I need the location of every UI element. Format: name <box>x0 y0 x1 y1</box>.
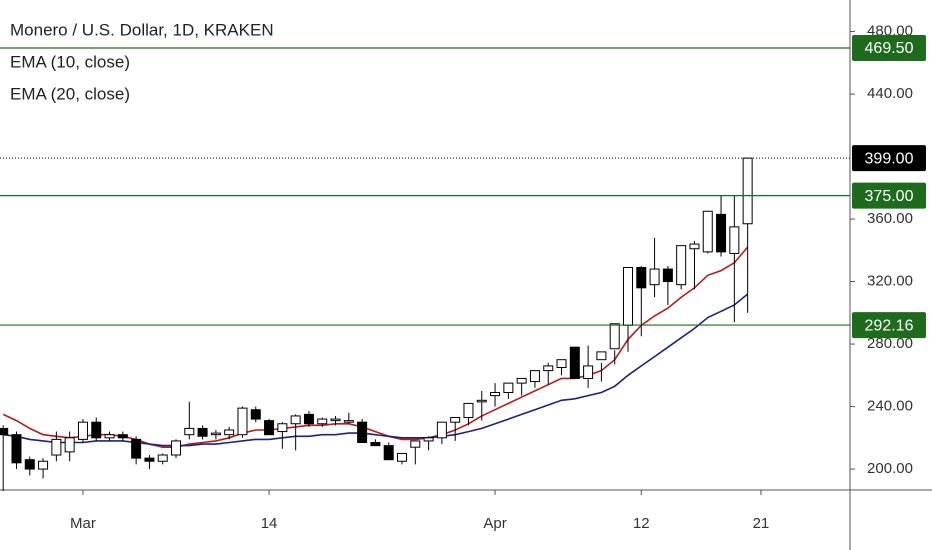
candle-body <box>410 440 421 448</box>
candle-body <box>184 427 195 436</box>
candle-body <box>383 445 394 461</box>
level-label-box <box>852 34 926 61</box>
candle-body <box>131 438 142 459</box>
candle-body <box>716 213 727 253</box>
x-tick-label: 14 <box>261 515 278 532</box>
candle-body <box>742 157 753 225</box>
candle-body <box>436 421 447 439</box>
candle-body <box>702 210 713 253</box>
candle-body <box>224 429 235 436</box>
chart-title: Monero / U.S. Dollar, 1D, KRAKEN <box>10 20 274 39</box>
candle-body <box>463 402 474 418</box>
candle-body <box>91 421 102 439</box>
last-price-box <box>852 145 926 172</box>
x-tick-label: Apr <box>483 515 506 532</box>
level-label: 469.50 <box>865 40 914 57</box>
candle-body <box>529 370 540 383</box>
candle-body <box>357 421 368 443</box>
legend-backdrop <box>4 16 294 112</box>
candle-body <box>104 434 115 439</box>
candle-body <box>237 407 248 436</box>
candle-body <box>24 459 35 470</box>
candle-body <box>476 399 487 403</box>
ema-line <box>3 293 749 447</box>
candle-body <box>423 437 434 442</box>
candle-body <box>157 454 168 462</box>
candle-body <box>516 377 527 384</box>
candle-body <box>729 226 740 254</box>
candle-body <box>622 267 633 326</box>
x-tick-label: Mar <box>70 515 96 532</box>
candle-body <box>171 440 182 456</box>
x-tick-label: 12 <box>633 515 650 532</box>
candle-body <box>64 437 75 453</box>
candle-body <box>397 452 408 462</box>
candle-body <box>77 421 88 440</box>
candle-body <box>264 420 275 436</box>
y-tick-label: 200.00 <box>867 460 913 477</box>
candle-body <box>676 245 687 286</box>
candle-body <box>450 417 461 423</box>
plot <box>0 157 753 491</box>
candle-body <box>11 434 22 464</box>
level-label-box <box>852 312 926 339</box>
candle-body <box>250 409 261 420</box>
candle-body <box>343 420 354 423</box>
candle-body <box>569 346 580 379</box>
level-label-box <box>852 182 926 209</box>
y-tick-label: 320.00 <box>867 273 913 290</box>
candle-body <box>609 323 620 350</box>
candle-body <box>197 427 208 437</box>
candle-body <box>503 382 514 393</box>
level-label: 292.16 <box>865 317 914 334</box>
candle-body <box>556 359 567 368</box>
candle-body <box>330 418 341 422</box>
y-tick-label: 240.00 <box>867 398 913 415</box>
candle-body <box>303 413 314 425</box>
candle-body <box>38 460 49 470</box>
candle-body <box>277 423 288 433</box>
candle-body <box>490 392 501 397</box>
y-tick-label: 280.00 <box>867 335 913 352</box>
candle-body <box>596 351 607 361</box>
candle-body <box>583 365 594 379</box>
x-tick-label: 21 <box>753 515 770 532</box>
candle-body <box>210 432 221 436</box>
candle-body <box>370 442 381 447</box>
candle-body <box>51 438 62 456</box>
candle-body <box>290 415 301 425</box>
candle-body <box>0 427 9 436</box>
ema-line <box>2 246 749 448</box>
candle-body <box>117 434 128 439</box>
candle-body <box>662 268 673 283</box>
candle-body <box>689 243 700 250</box>
candle-body <box>317 418 328 425</box>
y-tick-label: 440.00 <box>867 85 913 102</box>
candle-body <box>144 457 155 462</box>
level-label: 375.00 <box>865 188 914 205</box>
legend-entry: EMA (20, close) <box>10 84 130 103</box>
legend-entry: EMA (10, close) <box>10 52 130 71</box>
candle-body <box>543 365 554 372</box>
last-price-label: 399.00 <box>865 150 914 167</box>
candle-body <box>649 268 660 286</box>
y-tick-label: 360.00 <box>867 210 913 227</box>
candle-body <box>636 267 647 289</box>
